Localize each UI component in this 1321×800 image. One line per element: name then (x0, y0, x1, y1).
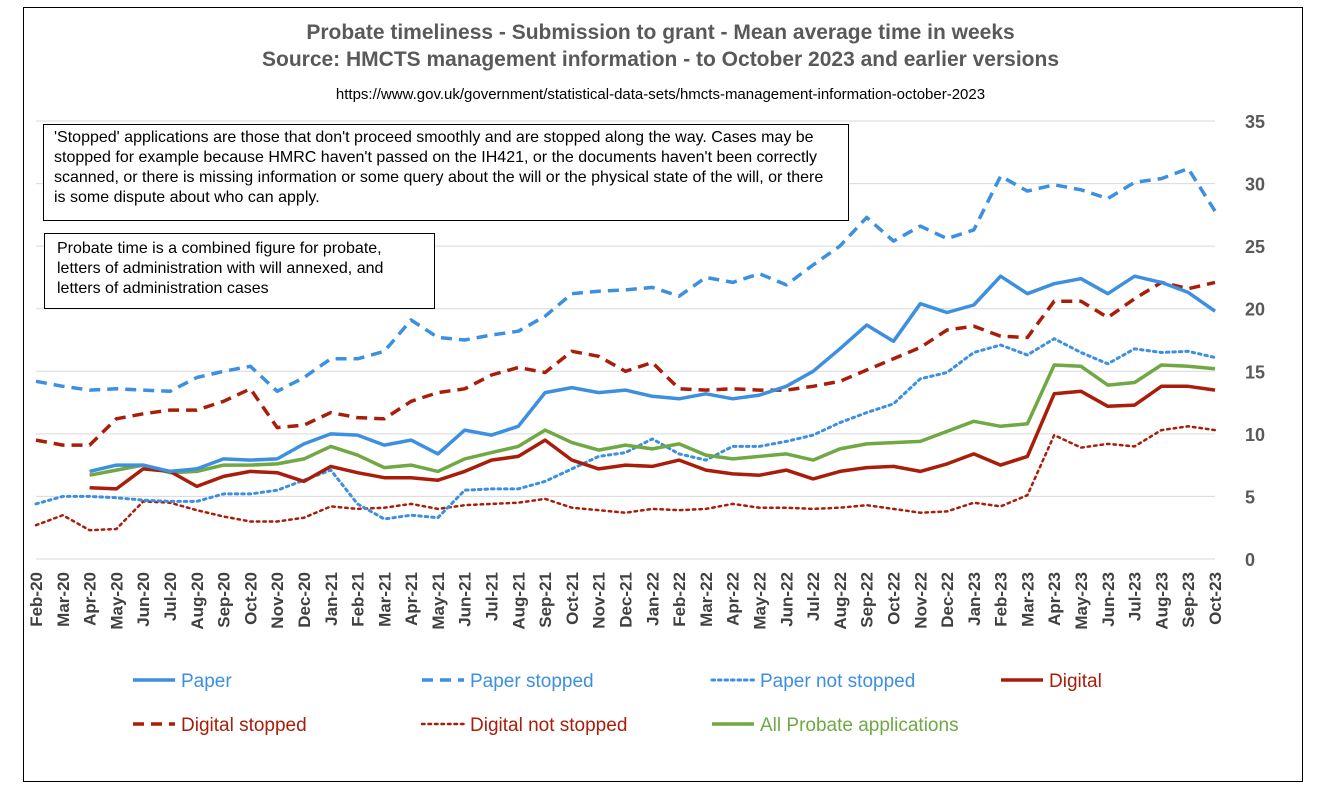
series-line-paper-stopped (35, 166, 1217, 394)
x-tick-label: Apr-21 (402, 572, 421, 626)
legend-label: Paper stopped (470, 671, 594, 692)
series-line-paper (89, 274, 1217, 474)
x-tick-label: May-21 (429, 572, 448, 630)
y-tick-label: 20 (1245, 300, 1265, 320)
y-tick-label: 35 (1245, 112, 1265, 132)
legend-label: Digital (1049, 671, 1102, 692)
x-tick-label: Apr-23 (1045, 572, 1064, 626)
y-tick-label: 15 (1245, 362, 1265, 382)
x-tick-label: Sep-22 (858, 572, 877, 628)
x-tick-label: Sep-20 (215, 572, 234, 628)
y-tick-label: 5 (1245, 487, 1255, 507)
x-tick-label: Oct-22 (884, 572, 903, 625)
x-tick-label: Jan-23 (965, 572, 984, 626)
x-tick-label: May-23 (1072, 572, 1091, 630)
x-tick-label: Jun-20 (134, 572, 153, 627)
x-tick-label: Dec-20 (295, 572, 314, 628)
x-tick-label: May-22 (750, 572, 769, 630)
source-url: https://www.gov.uk/government/statistica… (335, 86, 986, 103)
x-tick-label: Jun-21 (456, 572, 475, 627)
x-tick-label: Jul-21 (483, 572, 502, 621)
legend-label: All Probate applications (760, 715, 959, 736)
x-tick-label: Jan-21 (322, 572, 341, 626)
x-tick-label: Jul-23 (1126, 572, 1145, 621)
x-tick-label: Mar-23 (1018, 572, 1037, 627)
y-tick-label: 25 (1245, 237, 1265, 257)
x-tick-label: Oct-20 (241, 572, 260, 625)
x-tick-label: Aug-23 (1152, 572, 1171, 630)
legend-label: Digital stopped (181, 715, 307, 736)
x-tick-label: May-20 (107, 572, 126, 630)
x-tick-label: Oct-21 (563, 572, 582, 625)
probate-time-explanation-note: Probate time is a combined figure for pr… (44, 233, 435, 309)
x-tick-label: Jun-23 (1099, 572, 1118, 627)
legend-label: Paper (181, 671, 232, 692)
x-tick-label: Feb-20 (27, 572, 46, 627)
chart-title-line-2: Source: HMCTS management information - t… (261, 48, 1060, 71)
y-tick-label: 10 (1245, 425, 1265, 445)
x-tick-label: Feb-23 (992, 572, 1011, 627)
x-tick-label: Jul-22 (804, 572, 823, 621)
x-tick-label: Aug-21 (509, 572, 528, 630)
legend-label: Digital not stopped (470, 715, 627, 736)
x-tick-label: Aug-20 (188, 572, 207, 630)
series-line-digital-stopped (35, 280, 1216, 447)
x-tick-label: Apr-20 (81, 572, 100, 626)
y-tick-label: 0 (1245, 550, 1255, 570)
x-tick-label: Oct-23 (1206, 572, 1225, 625)
x-tick-label: Mar-22 (697, 572, 716, 627)
x-tick-label: Feb-22 (670, 572, 689, 627)
stopped-explanation-note: 'Stopped' applications are those that do… (43, 124, 849, 221)
y-tick-label: 30 (1245, 175, 1265, 195)
x-tick-label: Jul-20 (161, 572, 180, 621)
x-tick-label: Jun-22 (777, 572, 796, 627)
x-tick-label: Feb-21 (349, 572, 368, 627)
x-tick-label: Apr-22 (724, 572, 743, 626)
series-line-digital-not-stopped (34, 425, 1217, 532)
x-tick-label: Mar-20 (54, 572, 73, 627)
x-tick-label: Nov-20 (268, 572, 287, 629)
series-line-all-probate-applications (89, 363, 1216, 477)
x-tick-label: Nov-21 (590, 572, 609, 629)
x-tick-label: Jan-22 (643, 572, 662, 626)
series-line-paper-not-stopped (34, 337, 1217, 521)
x-tick-label: Dec-21 (617, 572, 636, 628)
x-tick-label: Nov-22 (911, 572, 930, 629)
x-tick-label: Sep-23 (1179, 572, 1198, 628)
chart-title-line-1: Probate timeliness - Submission to grant… (306, 21, 1015, 44)
x-tick-label: Sep-21 (536, 572, 555, 628)
x-tick-label: Mar-21 (375, 572, 394, 627)
x-tick-label: Dec-22 (938, 572, 957, 628)
x-tick-label: Aug-22 (831, 572, 850, 630)
series-line-digital (89, 384, 1216, 491)
legend-label: Paper not stopped (760, 671, 915, 692)
